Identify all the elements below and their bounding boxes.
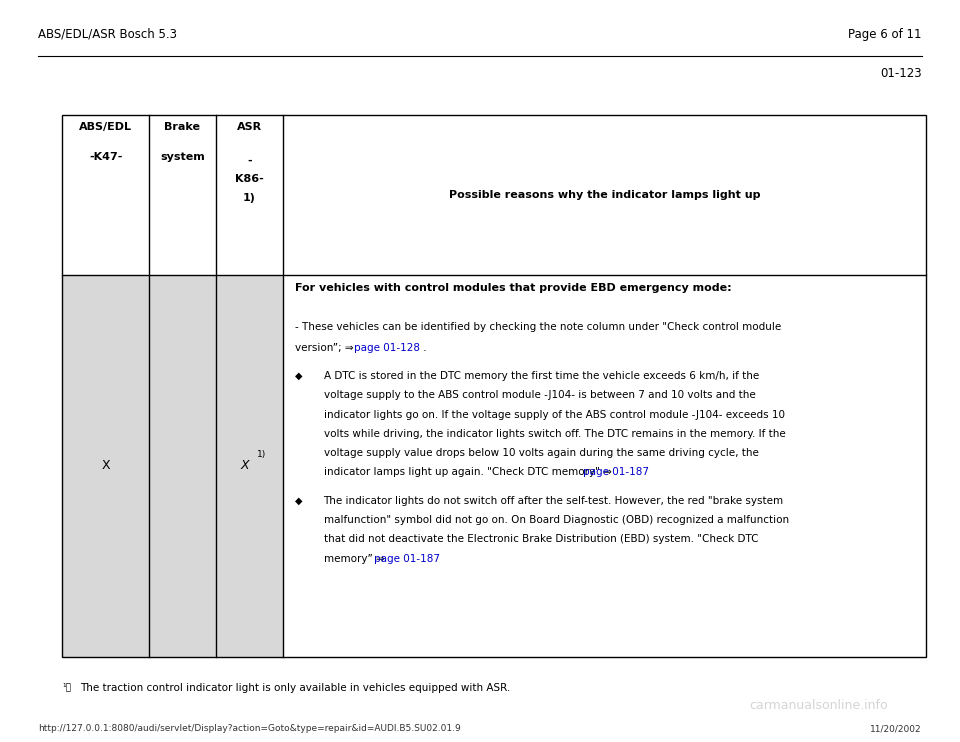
Text: Possible reasons why the indicator lamps light up: Possible reasons why the indicator lamps… <box>449 190 760 200</box>
Text: voltage supply value drops below 10 volts again during the same driving cycle, t: voltage supply value drops below 10 volt… <box>324 448 758 458</box>
Text: - These vehicles can be identified by checking the note column under "Check cont: - These vehicles can be identified by ch… <box>295 322 781 332</box>
Text: ABS/EDL: ABS/EDL <box>79 122 132 132</box>
Text: X: X <box>241 459 249 472</box>
Text: 11/20/2002: 11/20/2002 <box>870 724 922 733</box>
Text: K86-: K86- <box>235 174 264 184</box>
Text: ABS/EDL/ASR Bosch 5.3: ABS/EDL/ASR Bosch 5.3 <box>38 27 178 41</box>
Text: voltage supply to the ABS control module -J104- is between 7 and 10 volts and th: voltage supply to the ABS control module… <box>324 390 756 400</box>
Text: The traction control indicator light is only available in vehicles equipped with: The traction control indicator light is … <box>80 683 510 692</box>
Text: that did not deactivate the Electronic Brake Distribution (EBD) system. "Check D: that did not deactivate the Electronic B… <box>324 534 758 544</box>
Text: volts while driving, the indicator lights switch off. The DTC remains in the mem: volts while driving, the indicator light… <box>324 429 785 439</box>
Text: .: . <box>420 343 426 352</box>
Text: http://127.0.0.1:8080/audi/servlet/Display?action=Goto&type=repair&id=AUDI.B5.SU: http://127.0.0.1:8080/audi/servlet/Displ… <box>38 724 461 733</box>
Text: version”; ⇒: version”; ⇒ <box>295 343 356 352</box>
Text: ASR: ASR <box>237 122 262 132</box>
Text: X: X <box>102 459 109 472</box>
Text: Brake: Brake <box>164 122 201 132</box>
Bar <box>62 275 149 657</box>
Text: carmanualsonline.info: carmanualsonline.info <box>749 699 887 712</box>
Text: ◆: ◆ <box>295 496 302 505</box>
Text: ¹⧸: ¹⧸ <box>62 683 71 692</box>
Text: -K47-: -K47- <box>89 152 122 162</box>
Text: page 01-187: page 01-187 <box>583 467 649 477</box>
Text: Page 6 of 11: Page 6 of 11 <box>848 27 922 41</box>
Text: A DTC is stored in the DTC memory the first time the vehicle exceeds 6 km/h, if : A DTC is stored in the DTC memory the fi… <box>324 371 758 381</box>
Text: memory” ⇒: memory” ⇒ <box>324 554 388 563</box>
Text: indicator lamps light up again. "Check DTC memory" ⇒: indicator lamps light up again. "Check D… <box>324 467 614 477</box>
Text: malfunction" symbol did not go on. On Board Diagnostic (OBD) recognized a malfun: malfunction" symbol did not go on. On Bo… <box>324 515 789 525</box>
Bar <box>149 275 216 657</box>
Text: system: system <box>160 152 204 162</box>
Text: indicator lights go on. If the voltage supply of the ABS control module -J104- e: indicator lights go on. If the voltage s… <box>324 410 784 419</box>
Text: 1): 1) <box>256 450 266 459</box>
Text: 01-123: 01-123 <box>880 67 922 80</box>
Text: page 01-187: page 01-187 <box>374 554 441 563</box>
Text: The indicator lights do not switch off after the self-test. However, the red "br: The indicator lights do not switch off a… <box>324 496 783 505</box>
Text: For vehicles with control modules that provide EBD emergency mode:: For vehicles with control modules that p… <box>295 283 732 293</box>
Text: 1): 1) <box>243 193 256 203</box>
Text: page 01-128: page 01-128 <box>354 343 420 352</box>
Text: -: - <box>248 156 252 165</box>
Bar <box>216 275 283 657</box>
Text: ◆: ◆ <box>295 371 302 381</box>
